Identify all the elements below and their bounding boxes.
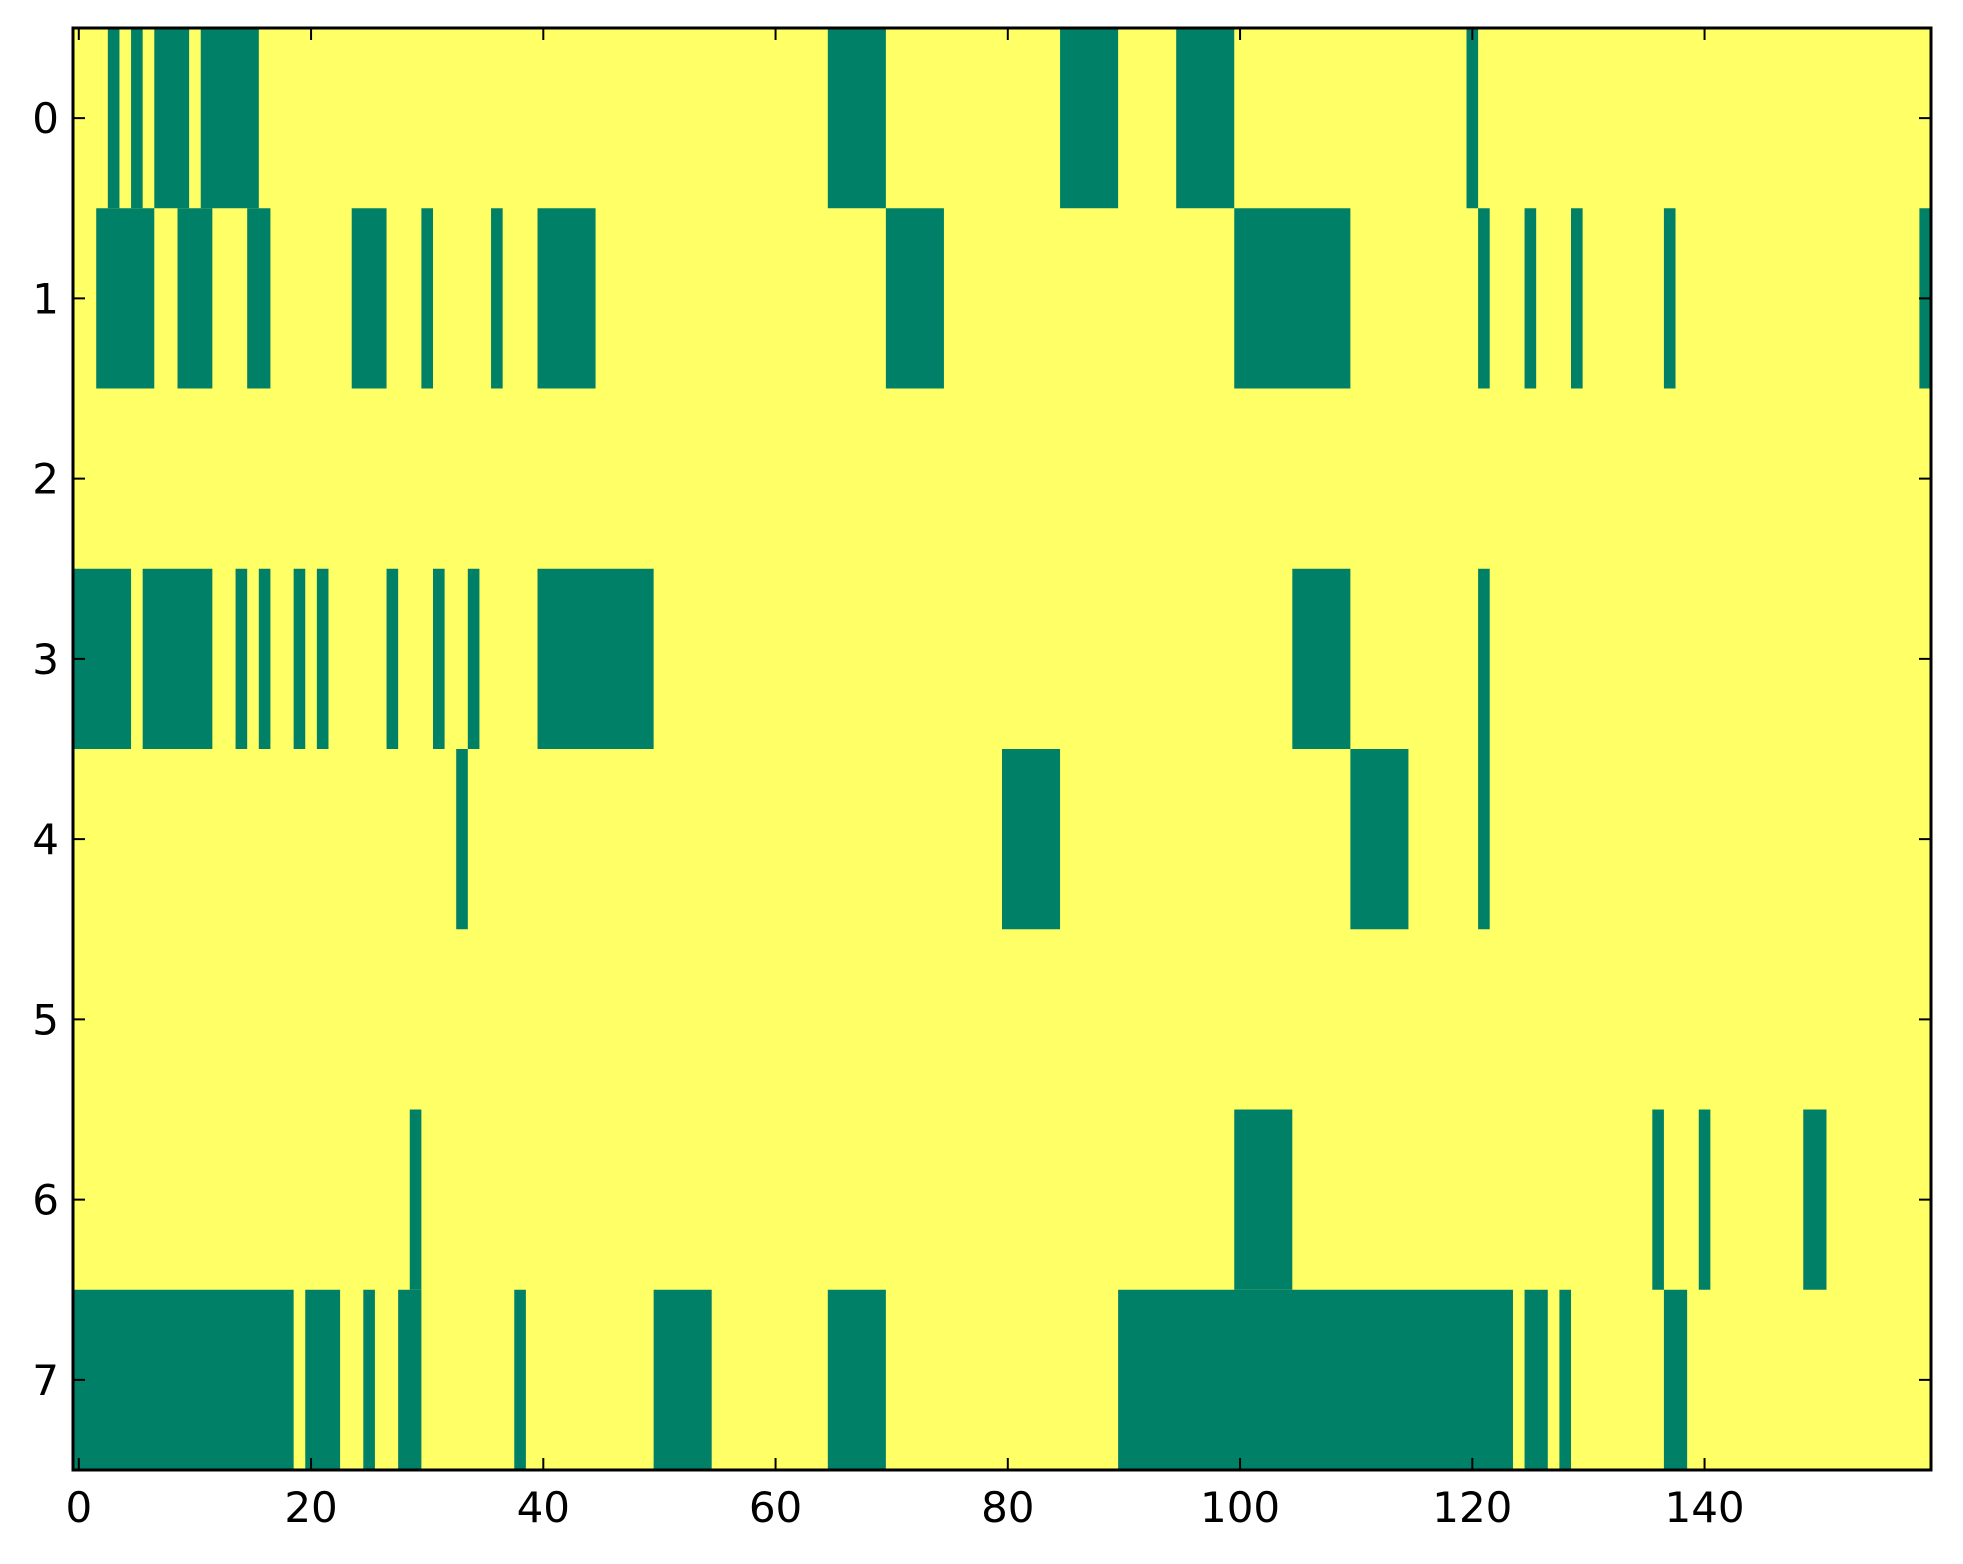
y-tick-label-0: 0 [32, 94, 59, 143]
x-tick-label-20: 20 [284, 1483, 337, 1532]
y-tick-label-6: 6 [32, 1176, 59, 1225]
y-axis-tick-labels: 0 1 2 3 4 5 6 7 [32, 94, 59, 1405]
heatmap-cell-row-0-col-95-99 [1176, 28, 1235, 209]
heatmap-cell-row-7-col-28-29 [398, 1289, 422, 1470]
heatmap-cell-row-1-col-70-74 [885, 208, 944, 389]
heatmap-cell-row-7-col-25-25 [363, 1289, 375, 1470]
axis-ticks [73, 28, 1931, 1470]
heatmap-cell-row-3-col-27-27 [386, 568, 399, 749]
heatmap-cell-row-1-col-36-36 [491, 208, 503, 389]
x-tick-label-80: 80 [981, 1483, 1034, 1532]
heatmap-cell-row-7-col-38-38 [514, 1289, 526, 1470]
x-tick-label-100: 100 [1200, 1483, 1280, 1532]
plot-frame [71, 26, 1933, 1472]
heatmap-cell-row-6-col-100-104 [1234, 1109, 1293, 1290]
x-axis-tick-labels: 0 20 40 60 80 100 120 140 [65, 1483, 1744, 1532]
heatmap-cell-row-0-col-11-15 [200, 28, 259, 209]
heatmap-cell-row-1-col-125-125 [1524, 208, 1537, 389]
y-tick-label-7: 7 [32, 1356, 59, 1405]
heatmap-cell-row-0-col-65-69 [827, 28, 886, 209]
heatmap-cell-row-4-col-80-84 [1002, 749, 1061, 930]
heatmap-cell-row-7-col-137-138 [1663, 1289, 1688, 1470]
heatmap-cell-row-7-col-50-54 [653, 1289, 712, 1470]
y-tick-label-3: 3 [32, 635, 59, 684]
heatmap-cell-row-0-col-7-9 [154, 28, 190, 209]
x-tick-label-40: 40 [517, 1483, 570, 1532]
heatmap-cell-row-1-col-40-44 [537, 208, 596, 389]
heatmap-cell-row-7-col-20-22 [305, 1289, 341, 1470]
heatmap-cell-row-7-col-65-69 [827, 1289, 886, 1470]
y-tick-label-5: 5 [32, 995, 59, 1044]
heatmap-cell-row-3-col-19-19 [293, 568, 306, 749]
heatmap-cell-row-0-col-3-3 [107, 28, 120, 209]
heatmap-cell-row-1-col-137-137 [1663, 208, 1676, 389]
heatmap-cell-row-3-col-31-31 [432, 568, 445, 749]
y-tick-label-1: 1 [32, 274, 59, 323]
heatmap-cell-row-1-col-100-109 [1234, 208, 1351, 389]
heatmap-cell-row-3-col-14-14 [235, 568, 248, 749]
heatmap-cell-row-7-col-125-126 [1524, 1289, 1548, 1470]
heatmap-cell-row-1-col-15-16 [247, 208, 271, 389]
heatmap-cell-row-6-col-29-29 [409, 1109, 422, 1290]
heatmap-cells [73, 28, 1931, 1470]
heatmap-cell-row-1-col-121-121 [1478, 208, 1490, 389]
heatmap-cell-row-4-col-33-33 [456, 749, 468, 930]
heatmap-cell-row-3-col-6-11 [142, 568, 213, 749]
heatmap-cell-row-7-col-0-18 [73, 1289, 294, 1470]
x-tick-label-0: 0 [65, 1483, 92, 1532]
x-tick-label-120: 120 [1432, 1483, 1512, 1532]
x-tick-label-140: 140 [1664, 1483, 1744, 1532]
heatmap-cell-row-1-col-9-11 [177, 208, 213, 389]
y-tick-label-2: 2 [32, 455, 59, 504]
heatmap-cell-row-3-col-16-16 [258, 568, 271, 749]
heatmap-cell-row-1-col-2-6 [96, 208, 155, 389]
heatmap-cell-row-3-col-121-121 [1478, 568, 1490, 749]
heatmap-cell-row-0-col-85-89 [1060, 28, 1119, 209]
heatmap-cell-row-7-col-90-123 [1118, 1289, 1513, 1470]
heatmap-cell-row-1-col-24-26 [351, 208, 387, 389]
heatmap-cell-row-7-col-128-128 [1559, 1289, 1572, 1470]
heatmap-cell-row-1-col-30-30 [421, 208, 433, 389]
heatmap-cell-row-3-col-21-21 [316, 568, 329, 749]
heatmap-cell-row-0-col-120-120 [1466, 28, 1479, 209]
y-tick-label-4: 4 [32, 815, 59, 864]
heatmap-cell-row-3-col-34-34 [467, 568, 480, 749]
x-tick-label-60: 60 [749, 1483, 802, 1532]
heatmap-cell-row-0-col-5-5 [131, 28, 143, 209]
heatmap-cell-row-6-col-136-136 [1652, 1109, 1664, 1290]
heatmap-cell-row-4-col-121-121 [1478, 749, 1490, 930]
heatmap-cell-row-6-col-140-140 [1698, 1109, 1711, 1290]
heatmap-cell-row-3-col-105-109 [1292, 568, 1351, 749]
heatmap-cell-row-4-col-110-114 [1350, 749, 1409, 930]
heatmap-cell-row-1-col-129-129 [1571, 208, 1583, 389]
heatmap-cell-row-3-col-40-49 [537, 568, 654, 749]
heatmap-cell-row-6-col-149-150 [1803, 1109, 1827, 1290]
